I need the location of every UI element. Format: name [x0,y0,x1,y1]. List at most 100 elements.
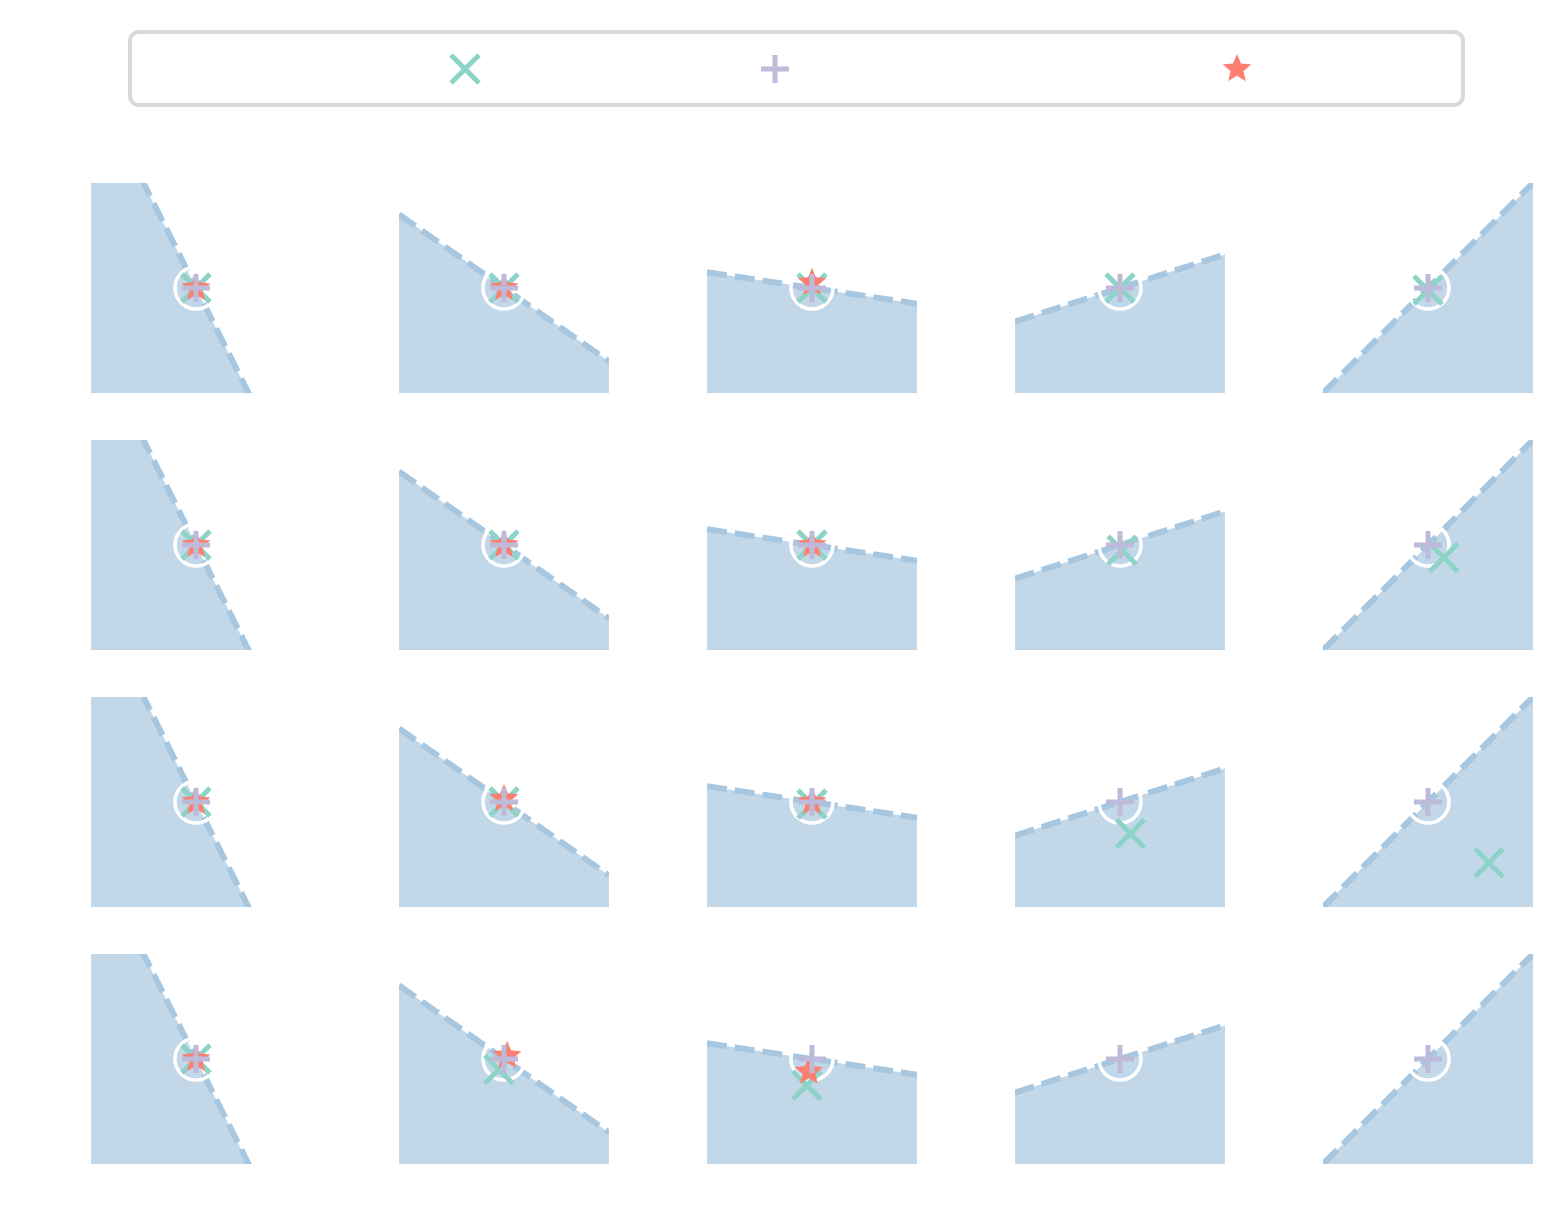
plus-marker-icon [761,55,789,83]
panel-r1-c1 [399,469,609,650]
plus-marker [798,1045,826,1073]
target-ring [1097,265,1143,311]
panel-content [707,269,917,393]
panel-r0-c4 [1323,183,1533,393]
feasible-region [1015,254,1225,393]
target-ring [173,522,219,568]
constraint-boundary [1015,251,1225,325]
plus-marker [1106,274,1134,302]
x-marker [790,1069,823,1102]
plus-marker [798,274,826,302]
panel-r3-c3 [1015,1022,1225,1164]
target-ring [1405,522,1451,568]
target-ring [173,1036,219,1082]
panel-content [707,526,917,650]
feasible-region [707,1043,917,1164]
star-marker [794,1056,824,1084]
plus-marker [490,788,518,816]
x-marker [1473,847,1505,879]
panel-content [399,469,609,650]
target-ring [1405,1036,1451,1082]
target-ring [1097,1036,1143,1082]
constraint-boundary [707,526,917,564]
x-marker-stroke [790,1069,823,1102]
panel-content [1015,508,1225,650]
feasible-region [399,471,609,650]
plus-marker [1106,531,1134,559]
target-ring [481,522,527,568]
panel-r1-c4 [1323,440,1533,650]
x-marker [1427,541,1460,574]
feasible-region [707,529,917,650]
panel-content [399,212,609,393]
feasible-region [399,214,609,393]
panel-r3-c0 [91,954,301,1164]
x-marker-stroke [1473,847,1505,879]
plus-marker [490,1045,518,1073]
constraint-boundary [1015,765,1225,839]
panel-r3-c4 [1323,954,1533,1164]
plus-marker [1414,274,1442,302]
target-ring [1405,265,1451,311]
plus-marker [182,788,210,816]
plus-marker [1106,788,1134,816]
panel-content [1015,251,1225,393]
plus-marker [1414,1045,1442,1073]
feasible-region [707,272,917,393]
target-ring [789,522,835,568]
target-ring [789,779,835,825]
panel-r2-c0 [91,697,301,907]
target-ring [173,779,219,825]
panel-r1-c2 [707,522,917,650]
legend [128,30,1465,107]
plus-marker [182,274,210,302]
panel-r2-c4 [1323,697,1533,907]
panel-r1-c0 [91,440,301,650]
panel-content [1015,765,1225,907]
panel-r2-c1 [399,726,609,907]
target-ring [789,265,835,311]
target-ring [481,1036,527,1082]
plus-marker [798,788,826,816]
panel-r2-c2 [707,779,917,907]
target-ring [173,265,219,311]
constraint-boundary [1015,508,1225,582]
panel-r3-c2 [707,1036,917,1164]
x-marker [1114,817,1147,850]
feasible-region [1015,768,1225,907]
plus-marker [1106,1045,1134,1073]
target-ring [1097,522,1143,568]
x-marker-stroke [1427,541,1460,574]
panel-r3-c1 [399,983,609,1164]
panel-content [707,1040,917,1164]
x-marker-stroke [449,53,481,85]
x-marker-icon [449,53,481,85]
panel-content [707,783,917,907]
panel-content [399,726,609,907]
feasible-region [1015,511,1225,650]
constraint-boundary [707,783,917,821]
plus-marker [490,531,518,559]
feasible-region [707,786,917,907]
plus-marker [182,1045,210,1073]
panel-r0-c2 [707,265,917,393]
feasible-region [1015,1025,1225,1164]
plus-marker [1414,788,1442,816]
plus-marker [1414,531,1442,559]
panel-r2-c3 [1015,765,1225,907]
panel-grid [91,183,1533,1164]
panel-content [1015,1022,1225,1164]
legend-box [128,30,1465,107]
target-ring [1405,779,1451,825]
plus-marker [490,274,518,302]
x-marker-stroke [1114,817,1147,850]
feasible-region [399,728,609,907]
target-ring [481,265,527,311]
panel-r0-c3 [1015,251,1225,393]
target-ring [481,779,527,825]
plus-marker [182,531,210,559]
constraint-boundary [1015,1022,1225,1096]
constraint-boundary [707,1040,917,1078]
constraint-boundary [707,269,917,307]
